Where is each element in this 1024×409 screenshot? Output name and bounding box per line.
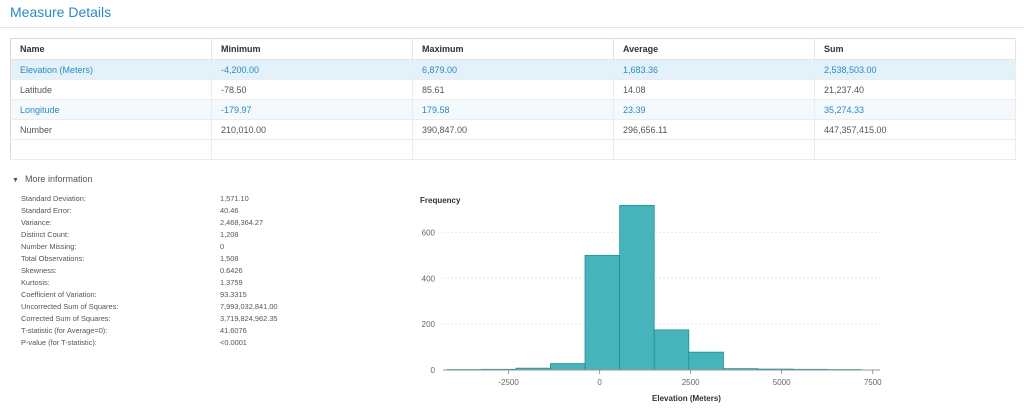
stat-row: Coefficient of Variation: 93.3315 (21, 289, 321, 301)
stat-value: <0.0001 (220, 338, 247, 347)
stat-row: Standard Error: 40.46 (21, 205, 321, 217)
stat-value: 0.6426 (220, 266, 243, 275)
cell-name: Elevation (Meters) (10, 59, 212, 80)
stat-value: 2,468,364.27 (220, 218, 264, 227)
stat-label: T-statistic (for Average=0): (21, 326, 108, 335)
y-axis-label: Frequency (420, 196, 461, 205)
cell-minimum: 210,010.00 (211, 119, 413, 140)
stat-row: Number Missing: 0 (21, 241, 321, 253)
cell-maximum: 6,879.00 (412, 59, 614, 80)
table-row[interactable]: Number 210,010.00 390,847.00 296,656.11 … (10, 119, 1016, 140)
empty-cell (10, 139, 212, 160)
cell-average: 1,683.36 (613, 59, 815, 80)
table-row[interactable]: Elevation (Meters) -4,200.00 6,879.00 1,… (10, 59, 1016, 80)
stat-value: 1.3759 (220, 278, 243, 287)
cell-minimum: -78.50 (211, 79, 413, 100)
stat-row: Variance: 2,468,364.27 (21, 217, 321, 229)
empty-cell (211, 139, 413, 160)
stat-row: Uncorrected Sum of Squares: 7,993,032,841… (21, 301, 321, 313)
empty-cell (814, 139, 1016, 160)
histogram-bar (619, 204, 655, 371)
x-tick-label: 0 (597, 378, 602, 387)
cell-sum: 447,357,415.00 (814, 119, 1016, 140)
x-tick-label: 2500 (682, 378, 700, 387)
histogram-bar (550, 363, 586, 371)
empty-cell (613, 139, 815, 160)
cell-minimum: -179.97 (211, 99, 413, 120)
stat-label: Coefficient of Variation: (21, 290, 97, 299)
cell-maximum: 390,847.00 (412, 119, 614, 140)
empty-cell (412, 139, 614, 160)
measure-table: Name Minimum Maximum Average Sum Elevati… (10, 38, 1016, 160)
stat-row: Total Observations: 1,508 (21, 253, 321, 265)
table-row[interactable]: Latitude -78.50 85.61 14.08 21,237.40 (10, 79, 1016, 100)
stat-label: Variance: (21, 218, 52, 227)
y-tick-label: 600 (422, 228, 436, 237)
stat-value: 0 (220, 242, 225, 251)
cell-sum: 35,274.33 (814, 99, 1016, 120)
stat-label: Kurtosis: (21, 278, 50, 287)
y-tick-label: 200 (422, 320, 436, 329)
table-header-row: Name Minimum Maximum Average Sum (10, 38, 1016, 60)
histogram-bar (584, 254, 621, 371)
column-header-name[interactable]: Name (10, 38, 212, 60)
cell-average: 296,656.11 (613, 119, 815, 140)
cell-name: Longitude (10, 99, 212, 120)
cell-maximum: 179.58 (412, 99, 614, 120)
page-title: Measure Details (10, 4, 112, 20)
stat-value: 7,993,032,841.00 (220, 302, 278, 311)
column-header-maximum[interactable]: Maximum (412, 38, 614, 60)
stat-label: Uncorrected Sum of Squares: (21, 302, 119, 311)
table-row[interactable]: Longitude -179.97 179.58 23.39 35,274.33 (10, 99, 1016, 120)
stat-label: Corrected Sum of Squares: (21, 314, 111, 323)
more-information-toggle[interactable]: ▼ More information (12, 174, 92, 184)
cell-average: 14.08 (613, 79, 815, 100)
stat-row: Kurtosis: 1.3759 (21, 277, 321, 289)
stat-value: 1,571.10 (220, 194, 249, 203)
caret-down-icon: ▼ (12, 177, 19, 184)
cell-sum: 21,237.40 (814, 79, 1016, 100)
y-tick-label: 0 (431, 366, 436, 375)
column-header-minimum[interactable]: Minimum (211, 38, 413, 60)
cell-minimum: -4,200.00 (211, 59, 413, 80)
more-information-label: More information (24, 174, 93, 184)
cell-name: Latitude (10, 79, 212, 100)
table-row-empty (10, 139, 1016, 160)
x-axis-label: Elevation (Meters) (652, 394, 721, 403)
stat-label: Distinct Count: (21, 230, 70, 239)
stat-row: T-statistic (for Average=0): 41.6076 (21, 325, 321, 337)
x-tick-label: -2500 (498, 378, 519, 387)
stat-label: Total Observations: (21, 254, 85, 263)
y-tick-label: 400 (422, 274, 436, 283)
stat-value: 1,208 (220, 230, 239, 239)
stat-row: P-value (for T-statistic): <0.0001 (21, 337, 321, 349)
column-header-average[interactable]: Average (613, 38, 815, 60)
stat-value: 40.46 (220, 206, 239, 215)
stat-value: 1,508 (220, 254, 239, 263)
title-divider (0, 27, 1024, 28)
stat-row: Corrected Sum of Squares: 3,719,824,962.3… (21, 313, 321, 325)
stat-row: Distinct Count: 1,208 (21, 229, 321, 241)
cell-maximum: 85.61 (412, 79, 614, 100)
stat-row: Standard Deviation: 1,571.10 (21, 193, 321, 205)
stat-row: Skewness: 0.6426 (21, 265, 321, 277)
cell-sum: 2,538,503.00 (814, 59, 1016, 80)
x-tick-label: 5000 (773, 378, 791, 387)
histogram-bar (688, 351, 724, 371)
cell-average: 23.39 (613, 99, 815, 120)
stat-value: 93.3315 (220, 290, 247, 299)
column-header-sum[interactable]: Sum (814, 38, 1016, 60)
stat-label: Standard Error: (21, 206, 72, 215)
histogram-bar (653, 329, 690, 371)
stat-label: Skewness: (21, 266, 57, 275)
statistics-list: Standard Deviation: 1,571.10 Standard Erro… (21, 193, 321, 349)
stat-label: Number Missing: (21, 242, 77, 251)
x-tick-label: 7500 (864, 378, 882, 387)
stat-value: 3,719,824,962.35 (220, 314, 278, 323)
stat-label: Standard Deviation: (21, 194, 86, 203)
stat-label: P-value (for T-statistic): (21, 338, 97, 347)
elevation-histogram: Frequency 0 200 400 600 -2500 0 2500 5000 7500 Ele… (420, 196, 882, 403)
cell-name: Number (10, 119, 212, 140)
stat-value: 41.6076 (220, 326, 247, 335)
